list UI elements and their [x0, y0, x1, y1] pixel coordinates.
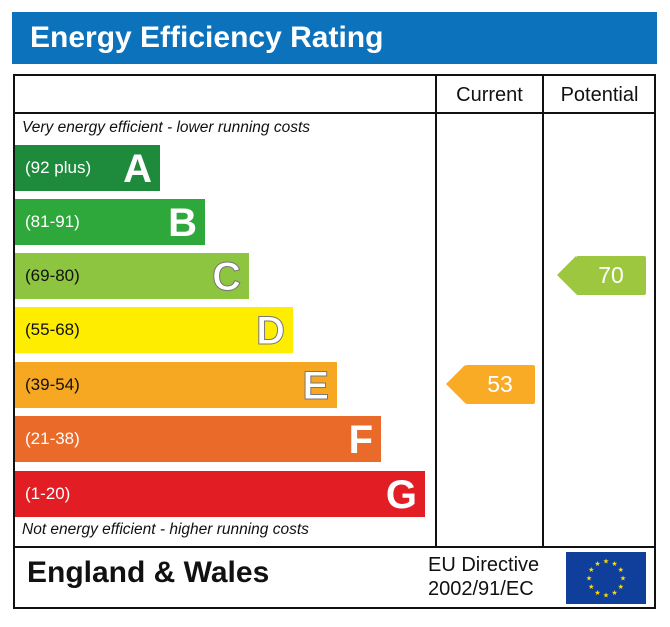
band-range: (92 plus): [25, 158, 92, 177]
band-letter: B: [168, 201, 197, 245]
star-icon: ★: [618, 566, 624, 574]
band-bar-c: (69-80) C: [15, 253, 249, 300]
footer-region: England & Wales: [27, 556, 270, 589]
chart-title: Energy Efficiency Rating: [12, 12, 657, 64]
divider: [542, 74, 544, 548]
band-bar-e: (39-54) E: [15, 362, 337, 409]
band-letter: D: [256, 309, 286, 354]
divider: [13, 112, 656, 114]
band-range: (1-20): [25, 484, 71, 503]
band-bar-a: (92 plus) A: [15, 145, 160, 191]
column-header-potential: Potential: [560, 84, 639, 106]
band-letter: A: [123, 147, 152, 191]
band-range: (69-80): [25, 266, 80, 285]
directive-line2: 2002/91/EC: [428, 578, 534, 600]
top-note: Very energy efficient - lower running co…: [22, 119, 311, 136]
potential-rating-arrow: 70: [557, 256, 646, 295]
band-letter: F: [348, 418, 373, 462]
star-icon: ★: [588, 583, 594, 591]
band-bar-b: (81-91) B: [15, 199, 205, 245]
band-range: (39-54): [25, 375, 80, 394]
star-icon: ★: [603, 592, 609, 600]
star-icon: ★: [594, 560, 600, 568]
potential-rating-value: 70: [598, 262, 624, 288]
star-icon: ★: [594, 589, 600, 597]
current-rating-arrow: 53: [446, 365, 535, 404]
eu-flag-icon: ★★★★★★★★★ ★ ★★: [566, 552, 646, 604]
footer-directive: EU Directive 2002/91/EC: [428, 553, 539, 601]
band-range: (21-38): [25, 429, 80, 448]
column-header-current: Current: [456, 84, 523, 106]
rating-table: [13, 74, 656, 609]
star-icon: ★: [618, 583, 624, 591]
divider: [13, 546, 656, 548]
band-bar-g: (1-20) G: [15, 471, 425, 517]
band-letter: C: [212, 255, 242, 300]
band-bar-f: (21-38) F: [15, 416, 381, 462]
star-icon: ★: [611, 560, 617, 568]
band-letter: G: [385, 473, 417, 517]
star-icon: ★: [586, 575, 592, 583]
directive-line1: EU Directive: [428, 554, 540, 576]
star-icon: ★: [611, 589, 617, 597]
star-icon: ★: [620, 575, 626, 583]
star-icon: ★: [603, 558, 609, 566]
current-rating-value: 53: [487, 371, 513, 397]
band-letter: E: [302, 364, 330, 409]
bottom-note: Not energy efficient - higher running co…: [22, 521, 309, 538]
star-icon: ★: [588, 566, 594, 574]
band-bar-d: (55-68) D: [15, 307, 293, 354]
band-range: (55-68): [25, 320, 80, 339]
divider: [435, 74, 437, 548]
band-range: (81-91): [25, 212, 80, 231]
